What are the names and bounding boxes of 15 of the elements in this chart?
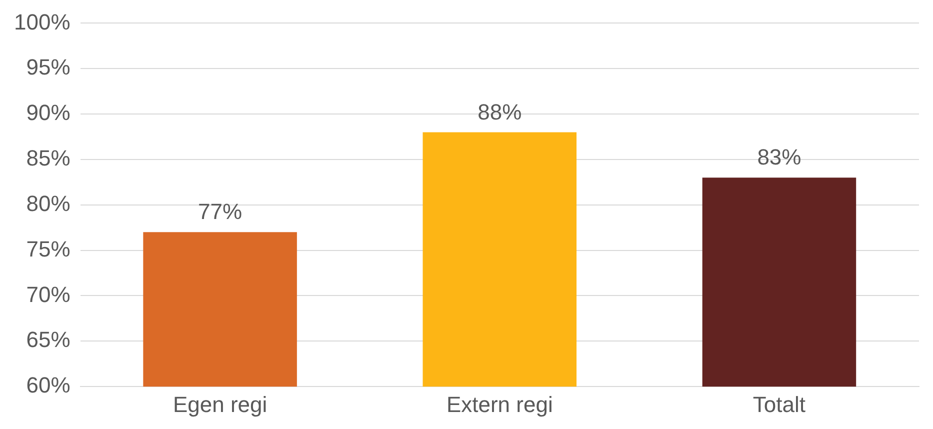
data-label: 83% — [757, 144, 802, 170]
y-tick-label: 90% — [26, 100, 70, 126]
x-tick-label: Egen regi — [172, 392, 268, 417]
x-tick-label: Totalt — [752, 392, 806, 417]
data-label: 77% — [198, 199, 242, 224]
y-tick-label: 65% — [26, 327, 70, 352]
y-tick-label: 60% — [26, 372, 70, 398]
y-tick-label: 95% — [26, 54, 70, 80]
y-tick-label: 85% — [26, 146, 70, 171]
x-tick-label: Extern regi — [446, 392, 553, 417]
y-tick-label: 80% — [26, 190, 70, 216]
data-label: 88% — [478, 99, 522, 124]
y-tick-label: 100% — [14, 9, 70, 34]
y-tick-label: 75% — [26, 236, 70, 262]
y-tick-label: 70% — [26, 282, 70, 307]
